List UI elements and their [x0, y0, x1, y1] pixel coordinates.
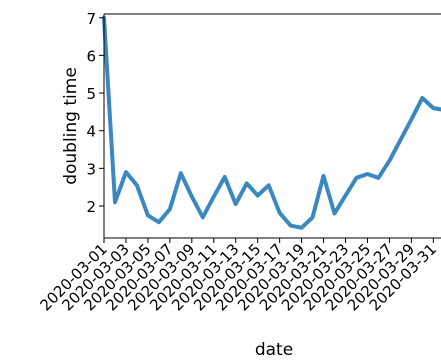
series-line-0 — [102, 15, 441, 230]
x-axis-label: date — [255, 340, 293, 360]
y-axis-label: doubling time — [61, 67, 81, 185]
plot-area: 2345672020-03-012020-03-032020-03-052020… — [36, 10, 441, 314]
y-tick-label: 5 — [86, 85, 96, 103]
y-tick-label: 4 — [86, 123, 96, 141]
y-tick-label: 7 — [86, 10, 96, 28]
y-tick-label: 2 — [86, 198, 96, 216]
y-tick-label: 6 — [86, 47, 96, 65]
y-tick-label: 3 — [86, 160, 96, 178]
axes-frame — [103, 13, 441, 239]
